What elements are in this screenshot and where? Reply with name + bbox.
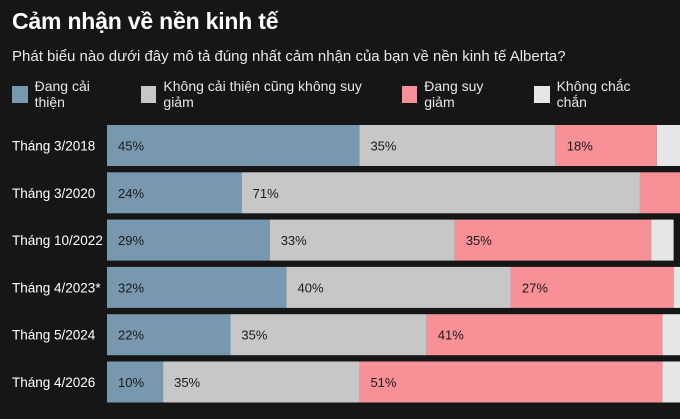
data-label-neither: 33% <box>281 233 307 248</box>
data-label-neither: 40% <box>298 280 324 295</box>
bar-segment-worsening <box>555 125 657 166</box>
bar-segment-improving <box>107 314 231 356</box>
legend-swatch-neither <box>140 85 157 103</box>
bar-segment-unsure <box>673 266 680 308</box>
data-label-worsening: 18% <box>567 139 593 154</box>
bar-segment-neither <box>286 266 511 308</box>
data-label-improving: 10% <box>118 375 144 390</box>
bar-segment-neither <box>359 125 556 166</box>
data-label-improving: 32% <box>118 280 144 295</box>
data-label-improving: 22% <box>118 328 144 343</box>
data-label-worsening: 35% <box>466 233 492 248</box>
data-label-worsening: 51% <box>370 375 396 390</box>
category-label: Tháng 4/2026 <box>12 375 95 390</box>
chart-subtitle: Phát biểu nào dưới đây mô tả đúng nhất c… <box>12 48 566 65</box>
data-label-neither: 35% <box>241 328 267 343</box>
category-label: Tháng 5/2024 <box>12 328 96 343</box>
bar-segment-neither <box>241 172 640 214</box>
legend-label-improving: Đang cải thiện <box>34 78 90 110</box>
bar-segment-unsure <box>662 314 680 356</box>
data-label-worsening: 27% <box>522 280 548 295</box>
bar-segment-unsure <box>662 361 680 403</box>
bar-segment-worsening <box>639 172 680 214</box>
data-label-neither: 35% <box>174 375 200 390</box>
bar-segment-improving <box>107 172 242 214</box>
data-label-worsening: 41% <box>438 328 464 343</box>
bar-segment-neither <box>230 314 427 356</box>
legend-swatch-worsening <box>401 85 418 103</box>
bar-segment-unsure <box>651 219 674 261</box>
legend-item-unsure: Không chắc chắn <box>533 78 656 110</box>
bar-segment-neither <box>163 361 360 403</box>
legend: Đang cải thiện Không cải thiện cũng khôn… <box>12 78 680 110</box>
legend-item-improving: Đang cải thiện <box>12 78 117 110</box>
bar-segment-improving <box>107 266 287 308</box>
bar-segment-worsening <box>359 361 663 403</box>
legend-item-neither: Không cải thiện cũng không suy giảm <box>140 78 378 110</box>
category-label: Tháng 3/2018 <box>12 139 95 154</box>
data-label-improving: 29% <box>118 233 144 248</box>
bar-segment-unsure <box>656 125 680 166</box>
bar-segment-worsening <box>426 314 663 356</box>
data-label-improving: 24% <box>118 186 144 201</box>
legend-swatch-improving <box>12 85 28 103</box>
chart-title: Cảm nhận về nền kinh tế <box>12 8 279 34</box>
data-label-neither: 35% <box>370 139 396 154</box>
bar-segment-worsening <box>454 219 652 261</box>
category-label: Tháng 4/2023* <box>12 280 101 295</box>
legend-label-worsening: Đang suy giảm <box>424 78 484 110</box>
legend-label-unsure: Không chắc chắn <box>556 78 631 110</box>
category-label: Tháng 10/2022 <box>12 233 103 248</box>
legend-swatch-unsure <box>533 85 550 103</box>
category-label: Tháng 3/2020 <box>12 186 95 201</box>
bar-segment-neither <box>269 219 455 261</box>
legend-label-neither: Không cải thiện cũng không suy giảm <box>163 78 362 110</box>
data-label-improving: 45% <box>118 139 144 154</box>
legend-item-worsening: Đang suy giảm <box>401 78 510 110</box>
data-label-neither: 71% <box>253 186 279 201</box>
bar-segment-improving <box>107 219 270 261</box>
bar-segment-improving <box>107 125 360 166</box>
bar-segment-worsening <box>510 266 674 308</box>
bar-segment-improving <box>107 361 164 403</box>
